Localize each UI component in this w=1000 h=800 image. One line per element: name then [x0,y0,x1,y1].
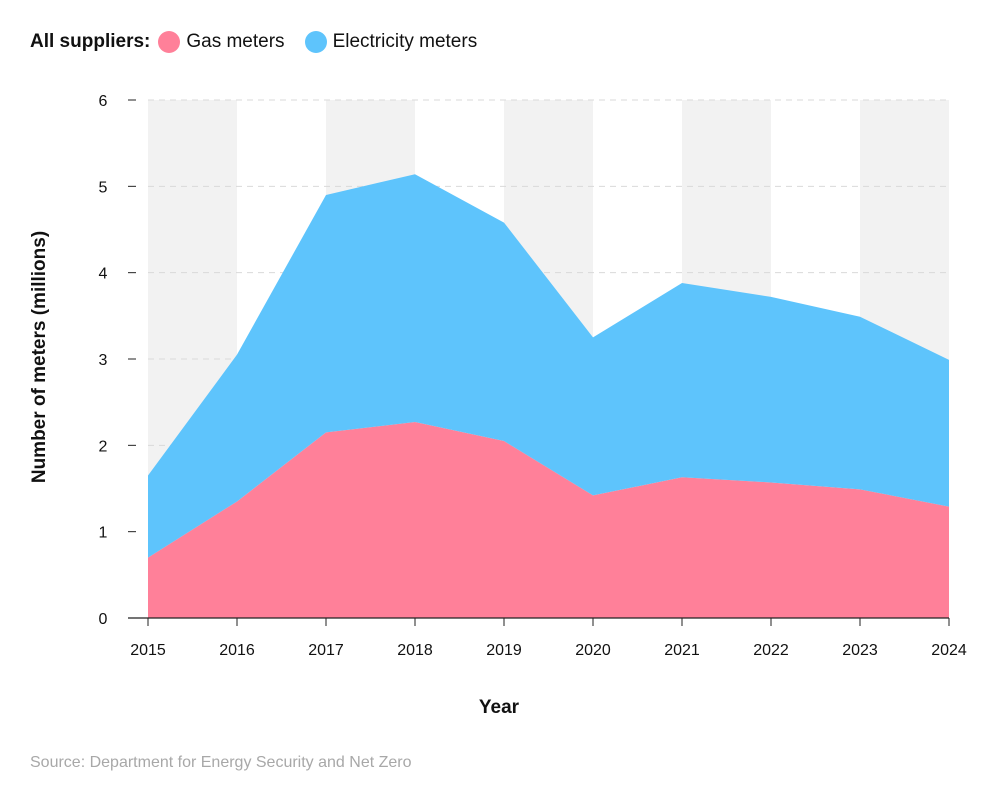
x-tick-label: 2015 [130,642,166,659]
x-tick-label: 2019 [486,642,522,659]
x-tick-label: 2022 [753,642,789,659]
area-gas-meters [148,422,949,618]
area-electricity-meters [148,174,949,558]
source-note: Source: Department for Energy Security a… [30,754,412,771]
y-tick-label: 0 [99,611,108,628]
legend-swatch-electricity [304,31,327,53]
x-tick-label: 2017 [308,642,344,659]
x-tick-label: 2021 [664,642,700,659]
chart-legend: All suppliers: Gas meters Electricity me… [30,28,497,56]
legend-item-electricity: Electricity meters [304,31,478,53]
x-axis-label: Year [479,697,520,718]
y-tick-label: 3 [99,352,108,369]
x-tick-label: 2023 [842,642,878,659]
x-tick-label: 2018 [397,642,433,659]
legend-title: All suppliers: [30,31,151,52]
y-axis-ticks: 0 1 2 3 4 5 6 [99,93,136,628]
area-series [148,174,949,618]
x-tick-label: 2016 [219,642,255,659]
legend-label-gas: Gas meters [186,31,285,52]
y-tick-label: 2 [99,438,108,455]
y-tick-label: 5 [99,179,108,196]
y-tick-label: 6 [99,93,108,110]
x-tick-label: 2020 [575,642,611,659]
y-tick-label: 1 [99,525,108,542]
y-tick-label: 4 [99,266,108,283]
x-axis-ticks: 2015 2016 2017 2018 2019 2020 2021 2022 2023 2024 [130,618,967,659]
y-axis-label: Number of meters (millions) [29,231,50,483]
legend-swatch-gas [158,31,181,53]
legend-item-gas: Gas meters [158,31,285,53]
legend-label-electricity: Electricity meters [332,31,478,52]
x-tick-label: 2024 [931,642,967,659]
